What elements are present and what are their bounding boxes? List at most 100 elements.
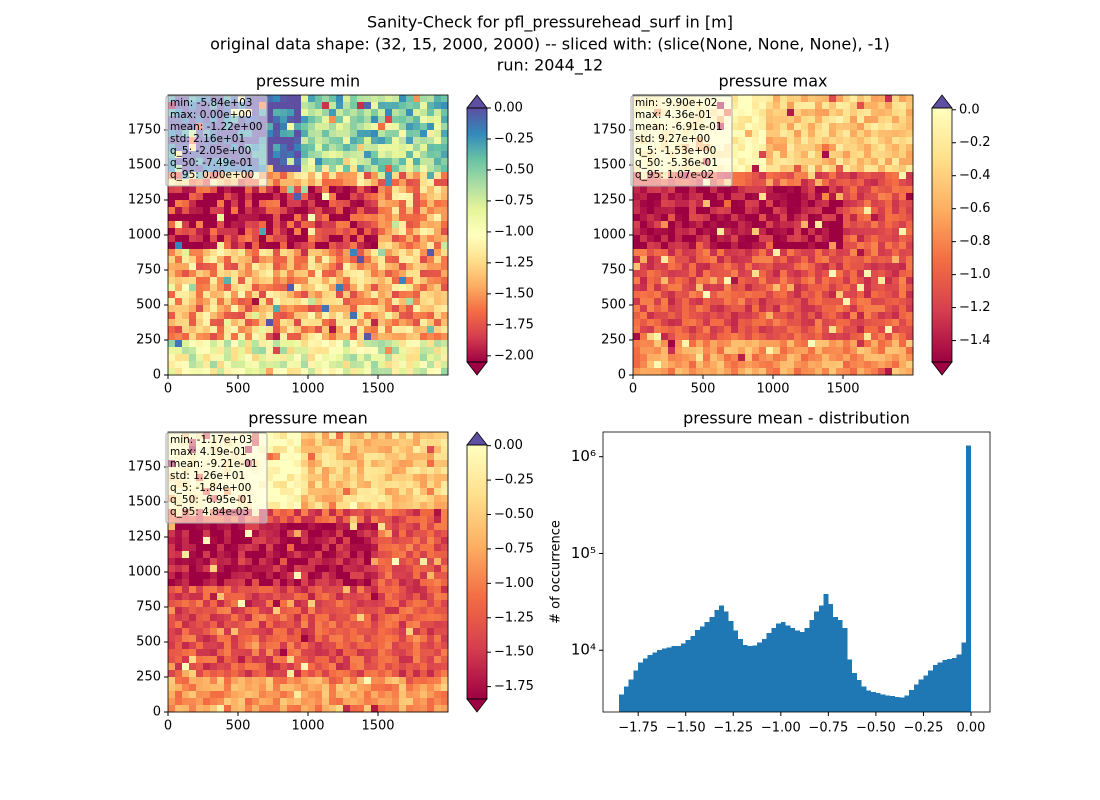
heatmap-cell [329,453,337,461]
heatmap-cell [315,326,323,334]
heatmap-cell [273,537,281,545]
heatmap-cell [203,298,211,306]
heatmap-cell [385,186,393,194]
heatmap-cell [343,340,351,348]
heatmap-cell [371,607,379,615]
heatmap-cell [906,333,914,341]
heatmap-cell [413,558,421,566]
heatmap-cell [280,551,288,559]
heatmap-cell [378,298,386,306]
heatmap-cell [294,235,302,243]
heatmap-cell [731,221,739,229]
heatmap-cell [885,319,893,327]
heatmap-cell [322,354,330,362]
heatmap-cell [175,186,183,194]
heatmap-cell [266,361,274,369]
heatmap-cell [371,579,379,587]
heatmap-cell [350,95,358,103]
heatmap-cell [371,319,379,327]
heatmap-cell [210,340,218,348]
heatmap-cell [745,158,753,166]
heatmap-cell [252,256,260,264]
heatmap-cell [871,165,879,173]
heatmap-cell [280,495,288,503]
heatmap-cell [392,551,400,559]
heatmap-cell [850,361,858,369]
heatmap-cell [315,305,323,313]
heatmap-cell [759,214,767,222]
heatmap-cell [675,263,683,271]
heatmap-cell [689,291,697,299]
heatmap-cell [420,649,428,657]
heatmap-cell [794,165,802,173]
y-tick-label: 250 [601,333,626,348]
heatmap-cell [857,116,865,124]
heatmap-cell [343,663,351,671]
heatmap-cell [343,200,351,208]
heatmap-cell [301,453,309,461]
heatmap-cell [406,193,414,201]
colorbar-frame [466,107,488,363]
heatmap-cell [168,558,176,566]
heatmap-cell [287,481,295,489]
heatmap-cell [175,523,183,531]
heatmap-cell [350,628,358,636]
heatmap-cell [885,214,893,222]
heatmap-cell [773,235,781,243]
heatmap-cell [892,354,900,362]
heatmap-cell [427,530,435,538]
heatmap-cell [371,298,379,306]
heatmap-cell [731,249,739,257]
heatmap-cell [413,256,421,264]
heatmap-cell [654,368,662,376]
heatmap-cell [752,165,760,173]
heatmap-cell [441,305,449,313]
heatmap-cell [745,102,753,110]
heatmap-cell [273,558,281,566]
heatmap-cell [350,649,358,657]
heatmap-cell [906,130,914,138]
heatmap-cell [301,151,309,159]
heatmap-cell [836,249,844,257]
heatmap-cell [406,270,414,278]
heatmap-cell [773,361,781,369]
colorbar-frame [931,107,953,363]
heatmap-cell [168,361,176,369]
heatmap-cell [427,200,435,208]
heatmap-cell [350,333,358,341]
heatmap-cell [168,354,176,362]
heatmap-cell [766,214,774,222]
heatmap-cell [273,109,281,117]
heatmap-cell [336,684,344,692]
heatmap-cell [647,235,655,243]
heatmap-cell [427,523,435,531]
heatmap-cell [633,340,641,348]
heatmap-cell [182,221,190,229]
heatmap-cell [287,663,295,671]
heatmap-cell [350,347,358,355]
heatmap-cell [280,333,288,341]
heatmap-cell [364,256,372,264]
heatmap-cell [385,467,393,475]
heatmap-cell [633,249,641,257]
heatmap-cell [406,446,414,454]
heatmap-cell [434,642,442,650]
heatmap-cell [399,558,407,566]
heatmap-cell [385,523,393,531]
heatmap-cell [280,214,288,222]
heatmap-cell [822,137,830,145]
colorbar-tick-label: −0.50 [494,507,534,522]
heatmap-cell [343,228,351,236]
heatmap-cell [801,249,809,257]
heatmap-cell [231,305,239,313]
heatmap-cell [378,291,386,299]
heatmap-cell [217,277,225,285]
heatmap-cell [406,705,414,713]
heatmap-cell [301,165,309,173]
heatmap-cell [780,214,788,222]
heatmap-cell [231,319,239,327]
heatmap-cell [329,277,337,285]
heatmap-cell [371,305,379,313]
heatmap-cell [280,677,288,685]
heatmap-cell [878,354,886,362]
